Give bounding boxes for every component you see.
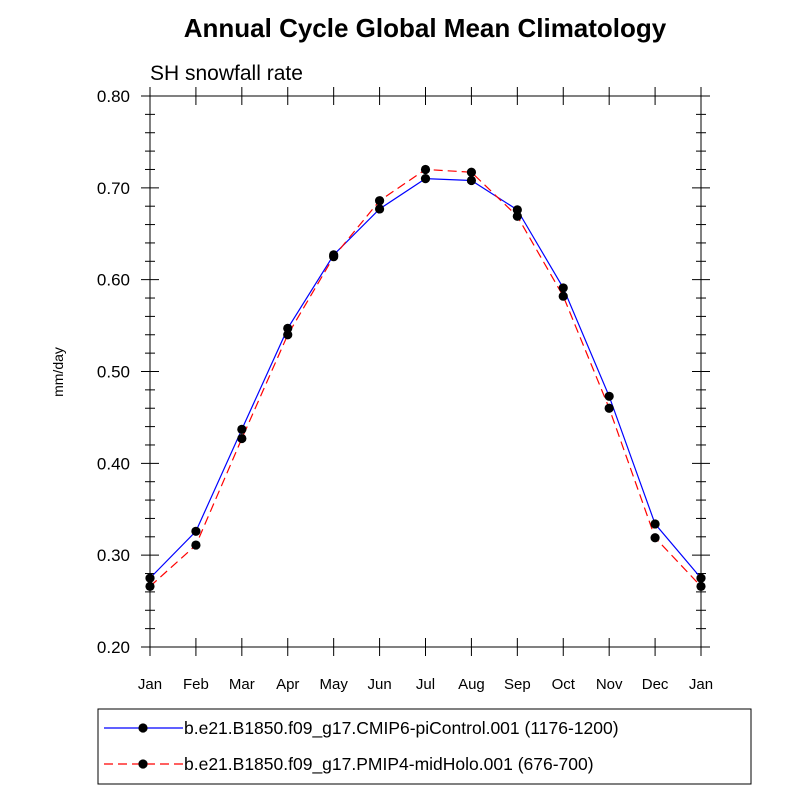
x-tick-label: Aug	[458, 676, 485, 693]
series-1-point	[237, 424, 247, 434]
series-1-point	[650, 519, 660, 529]
series-layer	[145, 164, 706, 591]
series-1-point	[512, 205, 522, 215]
x-tick-label: Oct	[552, 676, 576, 693]
legend: b.e21.B1850.f09_g17.CMIP6-piControl.001 …	[97, 708, 752, 785]
legend-marker-2	[138, 759, 148, 769]
y-tick-label: 0.70	[97, 179, 130, 198]
legend-marker-1	[138, 723, 148, 733]
legend-label-1: b.e21.B1850.f09_g17.CMIP6-piControl.001 …	[184, 718, 619, 739]
series-2-point	[237, 433, 247, 444]
series-2-point	[420, 164, 431, 175]
plot-frame	[149, 95, 702, 648]
series-2-point	[604, 403, 614, 413]
series-2-point	[512, 211, 522, 221]
y-axis-label: mm/day	[50, 347, 66, 397]
y-tick-label: 0.50	[97, 363, 130, 382]
series-2-point	[191, 540, 201, 550]
x-tick-label: Mar	[229, 676, 255, 693]
x-tick-label: May	[319, 676, 348, 693]
series-1-point	[558, 283, 568, 293]
series-1-point	[420, 174, 431, 184]
chart-title: Annual Cycle Global Mean Climatology	[184, 13, 667, 43]
series-2-point	[650, 533, 660, 543]
series-line-2	[149, 168, 702, 587]
x-tick-label: Feb	[183, 676, 209, 693]
series-1-point	[466, 175, 477, 186]
series-2-point	[558, 291, 568, 301]
y-tick-label: 0.20	[97, 638, 130, 657]
series-1-point	[191, 526, 201, 536]
x-tick-label: Nov	[596, 676, 623, 693]
series-1-point	[604, 391, 614, 401]
y-tick-label: 0.30	[97, 546, 130, 565]
series-2-point	[283, 330, 293, 340]
series-2-point	[466, 167, 477, 177]
x-tick-labels: Jan Feb Mar Apr May Jun Jul Aug Sep Oct Nov Dec Jan	[138, 676, 713, 693]
x-tick-label: Jan	[138, 676, 162, 693]
series-2-point	[374, 196, 385, 206]
y-tick-labels: 0.20 0.30 0.40 0.50 0.60 0.70 0.80	[97, 87, 130, 657]
series-line-1	[149, 178, 702, 579]
y-tick-label: 0.40	[97, 454, 130, 473]
x-tick-label: Jul	[416, 676, 435, 693]
series-1-point	[283, 323, 293, 333]
series-1-point	[374, 204, 385, 214]
y-tick-label: 0.60	[97, 271, 130, 290]
x-tick-label: Apr	[276, 676, 299, 693]
chart-subtitle: SH snowfall rate	[150, 62, 303, 85]
x-tick-label: Jan	[689, 676, 713, 693]
series-2-point	[329, 252, 339, 262]
legend-frame	[97, 708, 752, 785]
x-tick-label: Sep	[504, 676, 531, 693]
legend-label-2: b.e21.B1850.f09_g17.PMIP4-midHolo.001 (6…	[184, 754, 594, 775]
x-tick-label: Jun	[367, 676, 391, 693]
x-tick-label: Dec	[642, 676, 669, 693]
y-tick-label: 0.80	[97, 87, 130, 106]
